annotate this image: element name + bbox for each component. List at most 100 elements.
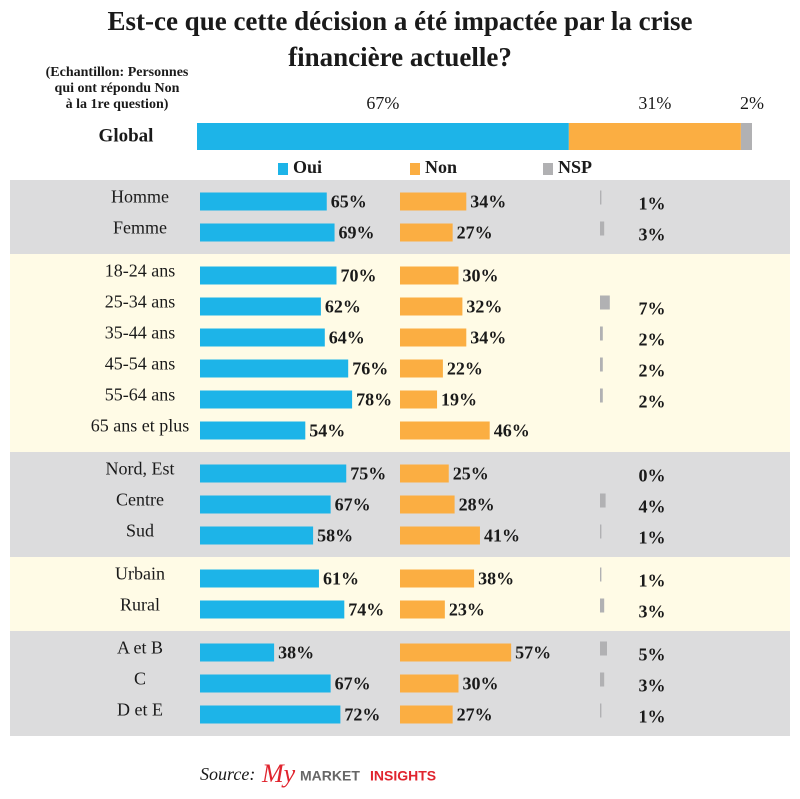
source: Source: [200,764,255,784]
value-label: 62% [325,297,361,317]
value-label: 23% [449,600,485,620]
value-label: 22% [447,359,483,379]
bar [400,643,512,662]
bar [600,388,603,403]
value-label: 72% [344,705,380,725]
bar [200,328,325,347]
bar [400,526,480,545]
bar [400,569,475,588]
value-label: 1% [639,707,666,727]
section-bg [10,254,790,452]
bar [600,703,602,718]
bar [200,705,341,724]
bar [400,495,455,514]
value-label: 3% [639,225,666,245]
bar [200,223,335,242]
bar [400,464,449,483]
chart-title: Est-ce que cette décision a été impactée… [107,6,692,36]
bar [200,600,345,619]
logo: MARKET [300,768,360,784]
value-label: 7% [639,299,666,319]
bar [400,297,463,316]
category-label: Sud [126,521,154,541]
bar [600,524,602,539]
category-label: C [134,669,146,689]
bar [200,464,347,483]
bar [200,526,314,545]
value-label: 2% [639,330,666,350]
value-label: 41% [484,526,520,546]
category-label: Rural [120,595,160,615]
section-bg [10,180,790,254]
value-label: 1% [639,194,666,214]
value-label: 27% [457,223,493,243]
bar [600,641,607,656]
value-label: 70% [341,266,377,286]
bar [200,266,337,285]
value-label: 30% [463,674,499,694]
value-label: 34% [470,328,506,348]
global-label: Global [99,125,154,146]
value-label: 69% [339,223,375,243]
value-label: 5% [639,645,666,665]
bar [400,266,459,285]
legend-swatch [278,163,288,175]
value-label: 64% [329,328,365,348]
value-label: 57% [515,643,551,663]
bar [200,192,327,211]
logo: INSIGHTS [370,768,436,784]
value-label: 78% [356,390,392,410]
bar [200,569,319,588]
note: (Echantillon: Personnes [46,65,189,80]
category-label: D et E [117,700,163,720]
bar [600,357,603,372]
bar [600,672,605,687]
category-label: 25-34 ans [105,292,176,312]
category-label: 35-44 ans [105,323,176,343]
category-label: Nord, Est [106,459,175,479]
value-label: 67% [366,93,399,113]
category-label: Urbain [115,564,165,584]
value-label: 38% [278,643,314,663]
value-label: 31% [638,93,671,113]
legend-label: NSP [558,157,592,177]
bar [200,495,331,514]
note: qui ont répondu Non [55,81,180,96]
value-label: 46% [494,421,530,441]
bar [400,328,467,347]
global-bar [568,123,741,150]
value-label: 2% [639,392,666,412]
bar [400,705,453,724]
logo: My [261,759,296,788]
bar [200,390,353,409]
category-label: Femme [113,218,167,238]
value-label: 38% [478,569,514,589]
bar [600,190,602,205]
value-label: 19% [441,390,477,410]
value-label: 54% [309,421,345,441]
value-label: 61% [323,569,359,589]
value-label: 34% [470,192,506,212]
value-label: 1% [639,571,666,591]
category-label: 65 ans et plus [91,416,190,436]
category-label: 55-64 ans [105,385,176,405]
legend-swatch [543,163,553,175]
category-label: Homme [111,187,169,207]
chart-title: financière actuelle? [288,42,512,72]
value-label: 67% [335,495,371,515]
value-label: 67% [335,674,371,694]
bar [200,297,321,316]
bar [400,600,445,619]
section-bg [10,557,790,631]
bar [200,643,275,662]
bar [200,359,349,378]
value-label: 74% [348,600,384,620]
value-label: 65% [331,192,367,212]
bar [200,674,331,693]
note: à la 1re question) [66,97,169,112]
value-label: 3% [639,676,666,696]
value-label: 32% [466,297,502,317]
value-label: 2% [740,93,764,113]
value-label: 0% [639,466,666,486]
